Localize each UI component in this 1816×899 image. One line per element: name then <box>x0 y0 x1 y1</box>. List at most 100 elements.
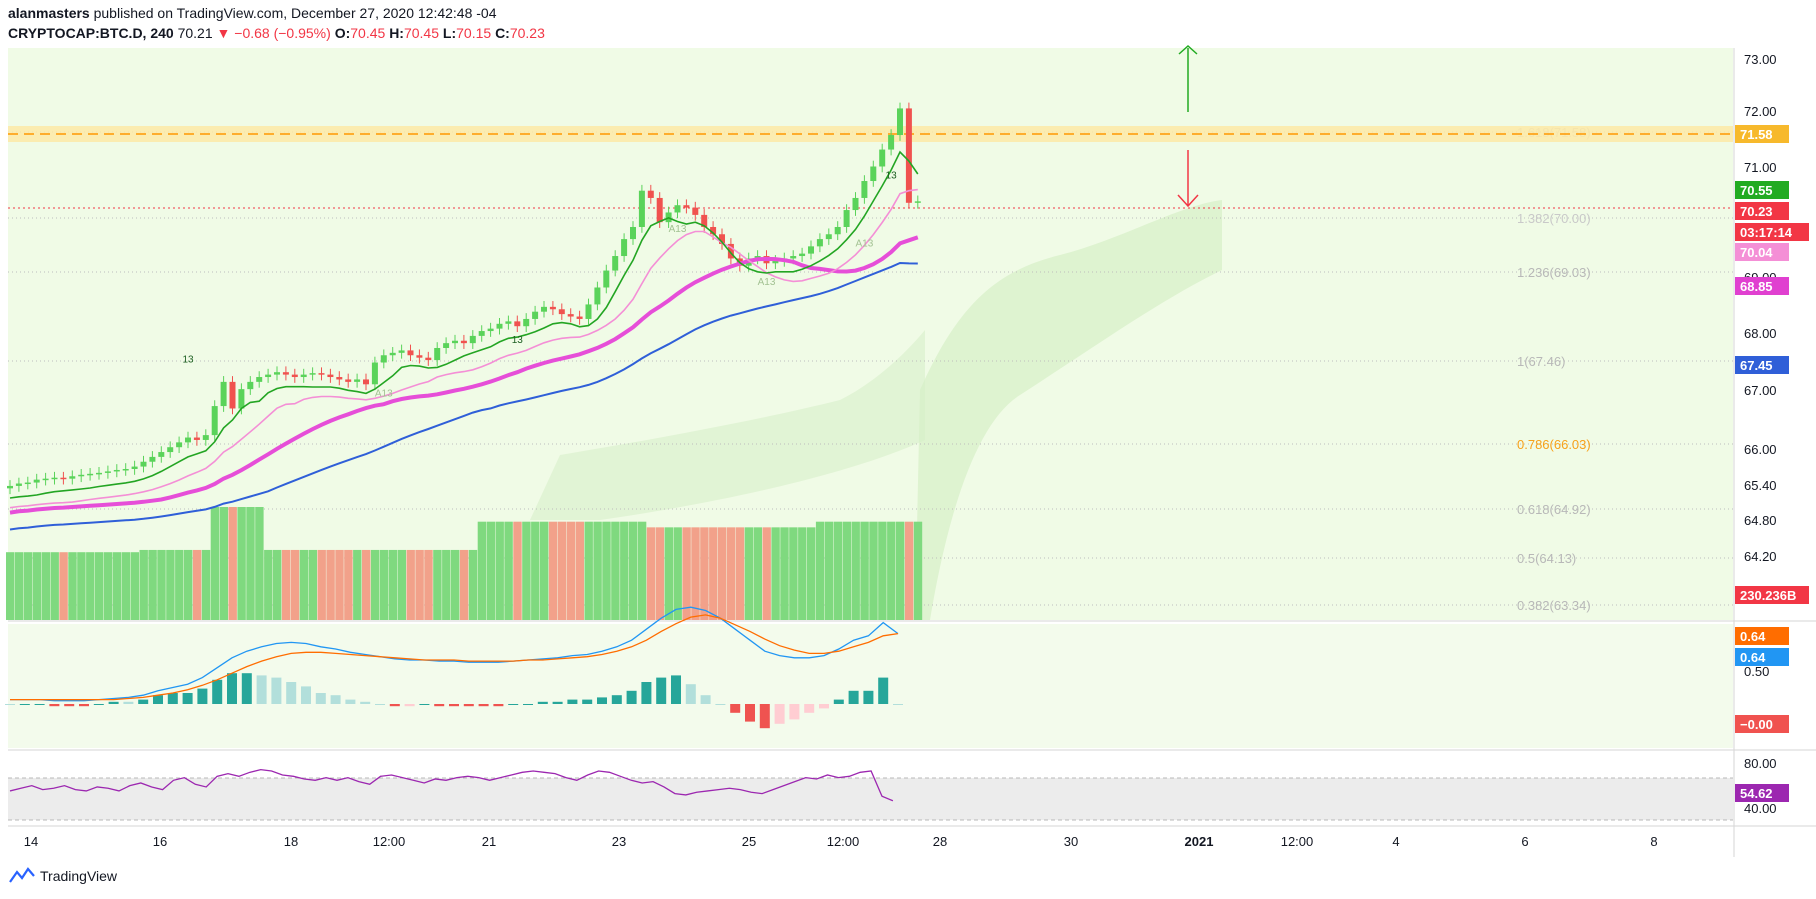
macd-histogram-bar <box>671 675 681 704</box>
fib-level-label: 0.786(66.03) <box>1517 437 1591 452</box>
time-tick-label: 23 <box>612 834 626 849</box>
macd-histogram-bar <box>745 704 755 722</box>
candle-body <box>710 226 717 235</box>
volume-bar <box>878 521 887 620</box>
volume-bar <box>655 527 665 620</box>
ichimoku-cloud-left <box>530 330 925 520</box>
price-change: ▼ −0.68 (−0.95%) <box>216 25 331 41</box>
ma-blue-line <box>9 261 918 531</box>
volume-bar <box>824 521 834 620</box>
author-name[interactable]: alanmasters <box>8 5 90 21</box>
ichimoku-cloud <box>915 200 1222 620</box>
price-tick-label: 71.00 <box>1744 160 1777 175</box>
macd-tick-label: 0.50 <box>1744 664 1769 679</box>
candle-body <box>852 197 859 211</box>
volume-bars <box>6 507 923 620</box>
volume-bar <box>353 549 362 620</box>
volume-bar <box>896 521 905 620</box>
macd-histogram-bar <box>404 704 415 707</box>
volume-bar <box>121 552 131 620</box>
candle-body <box>914 201 921 203</box>
volume-bar <box>815 521 825 620</box>
macd-histogram-bar <box>434 704 445 707</box>
candle-body <box>879 149 886 167</box>
volume-bar <box>682 527 691 620</box>
macd-histogram-bar <box>419 704 430 705</box>
macd-histogram-bar <box>93 704 104 705</box>
candle-body <box>24 482 31 485</box>
time-tick-label: 4 <box>1392 834 1399 849</box>
volume-bar <box>673 527 682 620</box>
price-tick-label: 64.80 <box>1744 513 1777 528</box>
candle-body <box>683 205 690 208</box>
macd-histogram-bar <box>301 686 311 704</box>
candle-body <box>211 406 218 436</box>
price-tag-label: 03:17:14 <box>1740 225 1793 240</box>
volume-bar <box>442 549 451 620</box>
price-tag <box>1735 243 1789 261</box>
volume-bar <box>290 549 300 620</box>
macd-histogram-bar <box>819 704 829 709</box>
macd-histogram-bar <box>345 699 356 704</box>
macd-histogram-bar <box>863 690 874 704</box>
macd-pane-bg <box>8 624 1733 748</box>
time-axis[interactable]: 14 16 18 12:00 21 23 25 12:00 28 30 2021 12:00 4 6 8 <box>24 834 1658 849</box>
volume-bar <box>335 549 344 620</box>
candle-body <box>603 270 610 288</box>
symbol-label[interactable]: CRYPTOCAP:BTC.D, 240 <box>8 25 174 41</box>
candle-body <box>176 442 183 448</box>
chart-canvas[interactable]: 1.618(71.58)1.382(70.00)1.236(69.03)1(67… <box>0 0 1816 860</box>
volume-bar <box>540 521 549 620</box>
volume-bar <box>531 521 540 620</box>
volume-bar <box>326 549 335 620</box>
price-tag <box>1735 223 1809 241</box>
time-tick-label: 28 <box>933 834 947 849</box>
macd-tag-label: 0.64 <box>1740 629 1766 644</box>
macd-histogram-bar <box>582 699 593 704</box>
candle-body <box>719 234 725 244</box>
macd-histogram-bar <box>597 697 607 704</box>
price-tick-label: 67.00 <box>1744 383 1777 398</box>
candle-body <box>140 461 147 467</box>
candle-body <box>434 347 441 361</box>
macd-histogram-bar <box>759 704 770 729</box>
macd-histogram-bar <box>463 704 474 707</box>
candle-body <box>407 350 414 356</box>
volume-bar <box>451 549 460 620</box>
volume-bar <box>548 521 558 620</box>
macd-histogram-bar <box>360 701 371 704</box>
macd-histogram-bar <box>123 701 134 704</box>
volume-bar <box>6 552 15 620</box>
candle-body <box>870 166 877 182</box>
volume-bar <box>584 521 593 620</box>
high-value: 70.45 <box>403 25 440 41</box>
price-tag-label: 67.45 <box>1740 358 1773 373</box>
macd-histogram-bar <box>449 704 459 707</box>
signal-line <box>10 614 899 701</box>
legend-bar: CRYPTOCAP:BTC.D, 240 70.21 ▼ −0.68 (−0.9… <box>8 25 545 41</box>
candle-body <box>612 256 619 271</box>
price-axis[interactable]: 73.0072.0071.0069.0068.0067.0066.0065.40… <box>1744 52 1777 816</box>
candle-body <box>282 372 289 375</box>
volume-bar <box>522 521 531 620</box>
price-tick-label: 72.00 <box>1744 104 1777 119</box>
macd-histogram-bar <box>848 690 859 704</box>
candle-body <box>131 466 138 469</box>
candle-body <box>674 205 681 213</box>
volume-bar <box>175 549 184 620</box>
volume-bar <box>620 521 629 620</box>
volume-bar <box>32 552 42 620</box>
volume-bar <box>468 549 478 620</box>
candle-body <box>905 108 912 203</box>
candle-body <box>69 476 76 479</box>
candle-body <box>487 328 494 332</box>
footer-brand[interactable]: TradingView <box>8 866 117 886</box>
up-arrow-head-icon <box>1178 44 1198 55</box>
price-tag <box>1735 277 1789 295</box>
candle-body <box>256 377 263 382</box>
macd-histogram-bar <box>774 704 785 724</box>
candle-body <box>185 437 191 443</box>
candle-body <box>327 374 334 378</box>
volume-bar <box>86 552 95 620</box>
volume-bar <box>103 552 113 620</box>
